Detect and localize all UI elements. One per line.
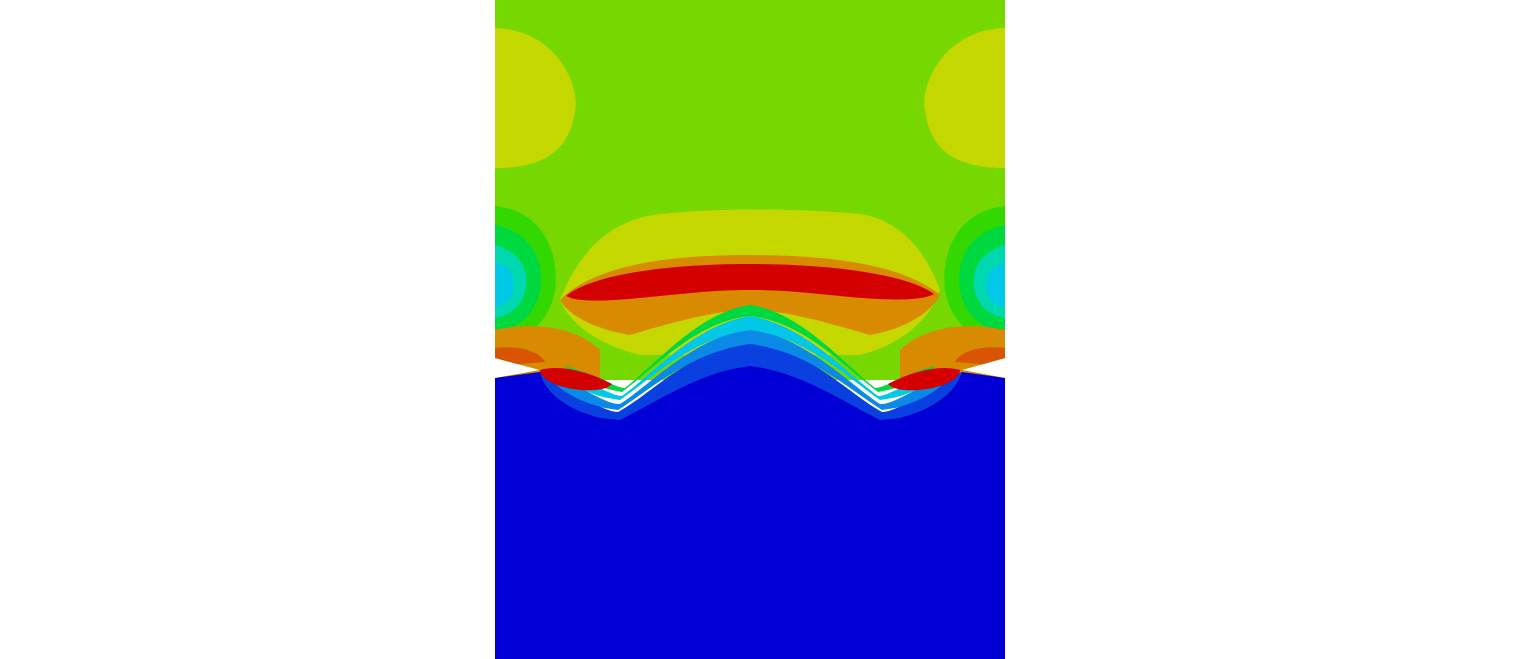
band-red [566, 264, 934, 301]
side-lobe-left-lower-core [495, 262, 514, 307]
notch-left-red [495, 347, 545, 366]
side-lobe-right-lower-core [986, 262, 1005, 307]
lower-field [495, 364, 1005, 659]
notch-right-red [955, 347, 1005, 366]
hotspot-left [540, 367, 612, 391]
hotspot-right [888, 367, 960, 391]
contour-field [495, 0, 1005, 659]
side-lobe-left-upper [495, 28, 576, 168]
arch-band-1 [540, 340, 962, 420]
arch-band-3 [555, 316, 945, 400]
side-lobe-right-upper [924, 28, 1005, 168]
arch-band-2 [545, 328, 955, 410]
